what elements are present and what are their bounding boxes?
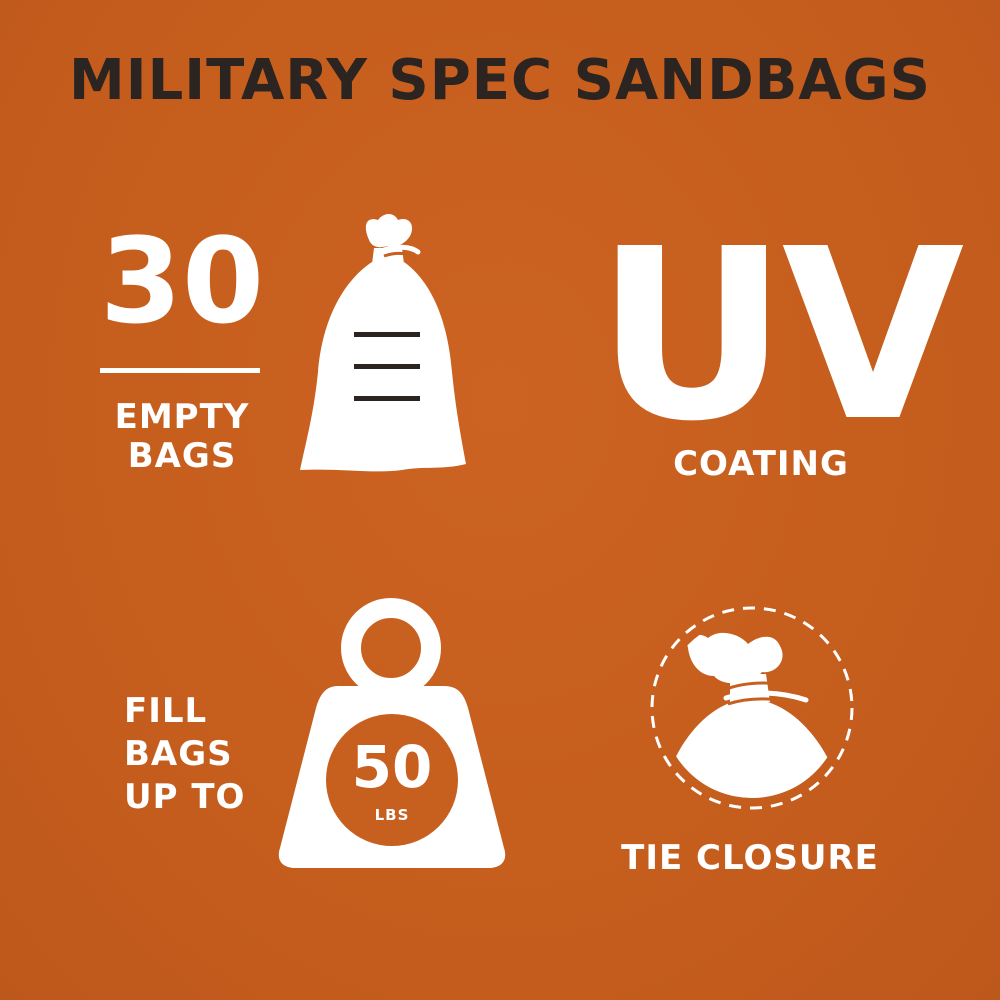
tie-closure-icon bbox=[650, 606, 854, 810]
page-title: MILITARY SPEC SANDBAGS bbox=[69, 48, 931, 113]
fill-line2: BAGS bbox=[124, 734, 233, 775]
tie-closure-label: TIE CLOSURE bbox=[621, 838, 879, 878]
count-divider bbox=[100, 368, 260, 373]
weight-unit: LBS bbox=[374, 806, 410, 824]
uv-headline: UV bbox=[596, 198, 964, 473]
fill-line3: UP TO bbox=[124, 777, 246, 818]
weight-icon bbox=[278, 598, 506, 868]
sandbag-icon bbox=[300, 214, 466, 472]
fill-line1: FILL bbox=[124, 691, 208, 731]
bag-count: 30 bbox=[99, 212, 265, 350]
fill-label: FILL BAGS UP TO bbox=[124, 690, 294, 820]
empty-bags-line1: EMPTY bbox=[114, 397, 250, 437]
coating-label: COATING bbox=[673, 444, 849, 484]
empty-bags-line2: BAGS bbox=[127, 436, 237, 477]
empty-bags-label: EMPTY BAGS bbox=[92, 397, 272, 477]
weight-value: 50 bbox=[351, 733, 433, 801]
